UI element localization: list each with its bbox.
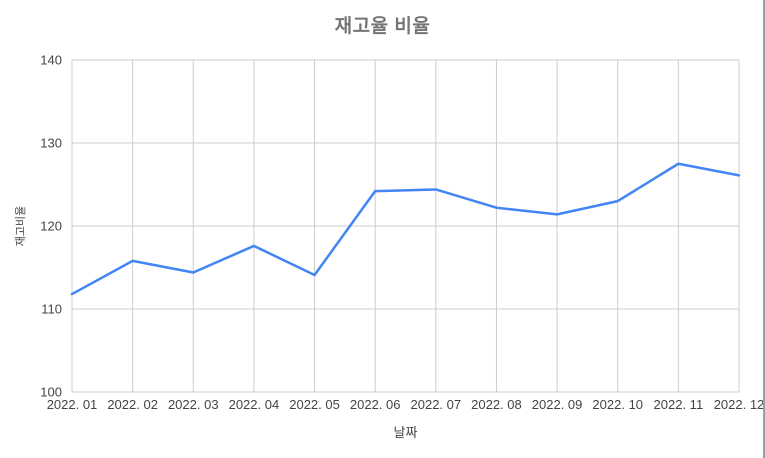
x-tick-label: 2022. 06 <box>350 397 401 412</box>
x-axis-title: 날짜 <box>393 425 418 440</box>
x-tick-label: 2022. 01 <box>47 397 98 412</box>
y-tick-label: 140 <box>40 53 62 68</box>
x-tick-label: 2022. 03 <box>168 397 219 412</box>
chart-title: 재고율 비율 <box>334 16 431 37</box>
x-tick-label: 2022. 04 <box>229 397 280 412</box>
y-tick-label: 120 <box>40 219 62 234</box>
x-tick-label: 2022. 08 <box>471 397 522 412</box>
right-edge-divider <box>763 0 765 458</box>
x-tick-label: 2022. 12 <box>714 397 765 412</box>
y-axis-title: 재고비율 <box>15 205 27 247</box>
x-tick-label: 2022. 11 <box>654 397 704 412</box>
x-tick-label: 2022. 02 <box>107 397 158 412</box>
y-tick-label: 130 <box>40 136 62 151</box>
y-tick-label: 100 <box>40 385 62 400</box>
x-tick-label: 2022. 10 <box>592 397 643 412</box>
x-tick-label: 2022. 07 <box>411 397 462 412</box>
y-tick-label: 110 <box>41 302 62 317</box>
x-tick-label: 2022. 05 <box>289 397 340 412</box>
data-line <box>70 162 741 296</box>
x-tick-label: 2022. 09 <box>532 397 583 412</box>
